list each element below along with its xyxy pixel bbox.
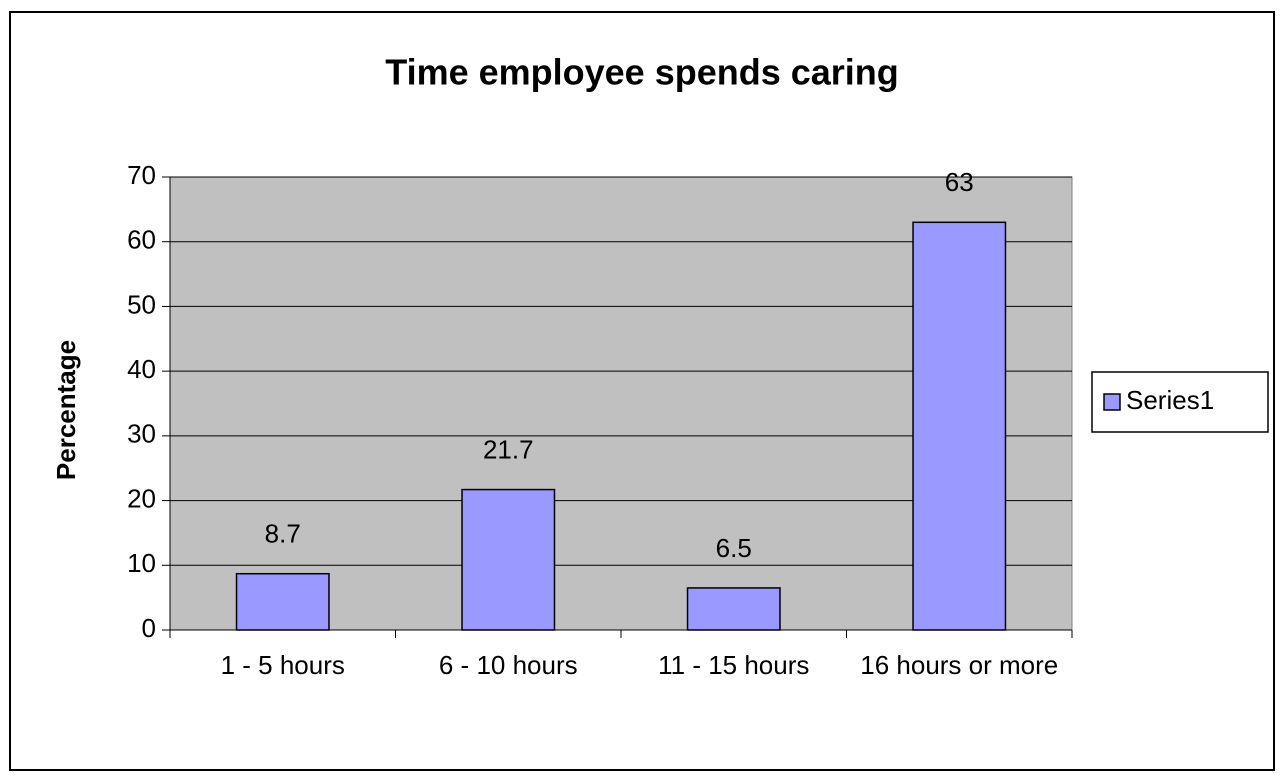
bar xyxy=(461,488,556,631)
data-label: 21.7 xyxy=(483,434,534,464)
data-label: 8.7 xyxy=(265,519,301,549)
x-tick-label: 1 - 5 hours xyxy=(220,650,345,680)
x-tick-label-box: 1 - 5 hours xyxy=(220,650,345,680)
legend-label: Series1 xyxy=(1126,385,1214,415)
data-label: 63 xyxy=(945,167,974,197)
x-tick-label: 11 - 15 hours xyxy=(658,650,810,680)
y-tick-label: 30 xyxy=(127,419,156,449)
y-tick-label: 10 xyxy=(127,548,156,578)
data-label: 6.5 xyxy=(716,533,752,563)
y-tick-label: 40 xyxy=(127,354,156,384)
x-tick-label: 16 hours or more xyxy=(860,650,1059,680)
y-tick-label: 0 xyxy=(142,613,156,643)
y-tick-label: 60 xyxy=(127,225,156,255)
legend-swatch xyxy=(1103,393,1121,411)
bar xyxy=(235,572,330,631)
x-tick-label-box: 11 - 15 hours xyxy=(658,650,810,680)
x-tick-label: 6 - 10 hours xyxy=(438,650,578,680)
y-tick-label: 20 xyxy=(127,483,156,513)
bar xyxy=(686,587,781,631)
x-tick-label-box: 6 - 10 hours xyxy=(438,650,578,680)
y-tick-label: 50 xyxy=(127,289,156,319)
bar xyxy=(912,221,1007,631)
chart-title: Time employee spends caring xyxy=(385,52,899,93)
y-axis-label: Percentage xyxy=(51,340,81,480)
x-tick-label-box: 16 hours or more xyxy=(860,650,1059,680)
y-tick-label: 70 xyxy=(127,160,156,190)
legend-box xyxy=(1091,371,1269,433)
